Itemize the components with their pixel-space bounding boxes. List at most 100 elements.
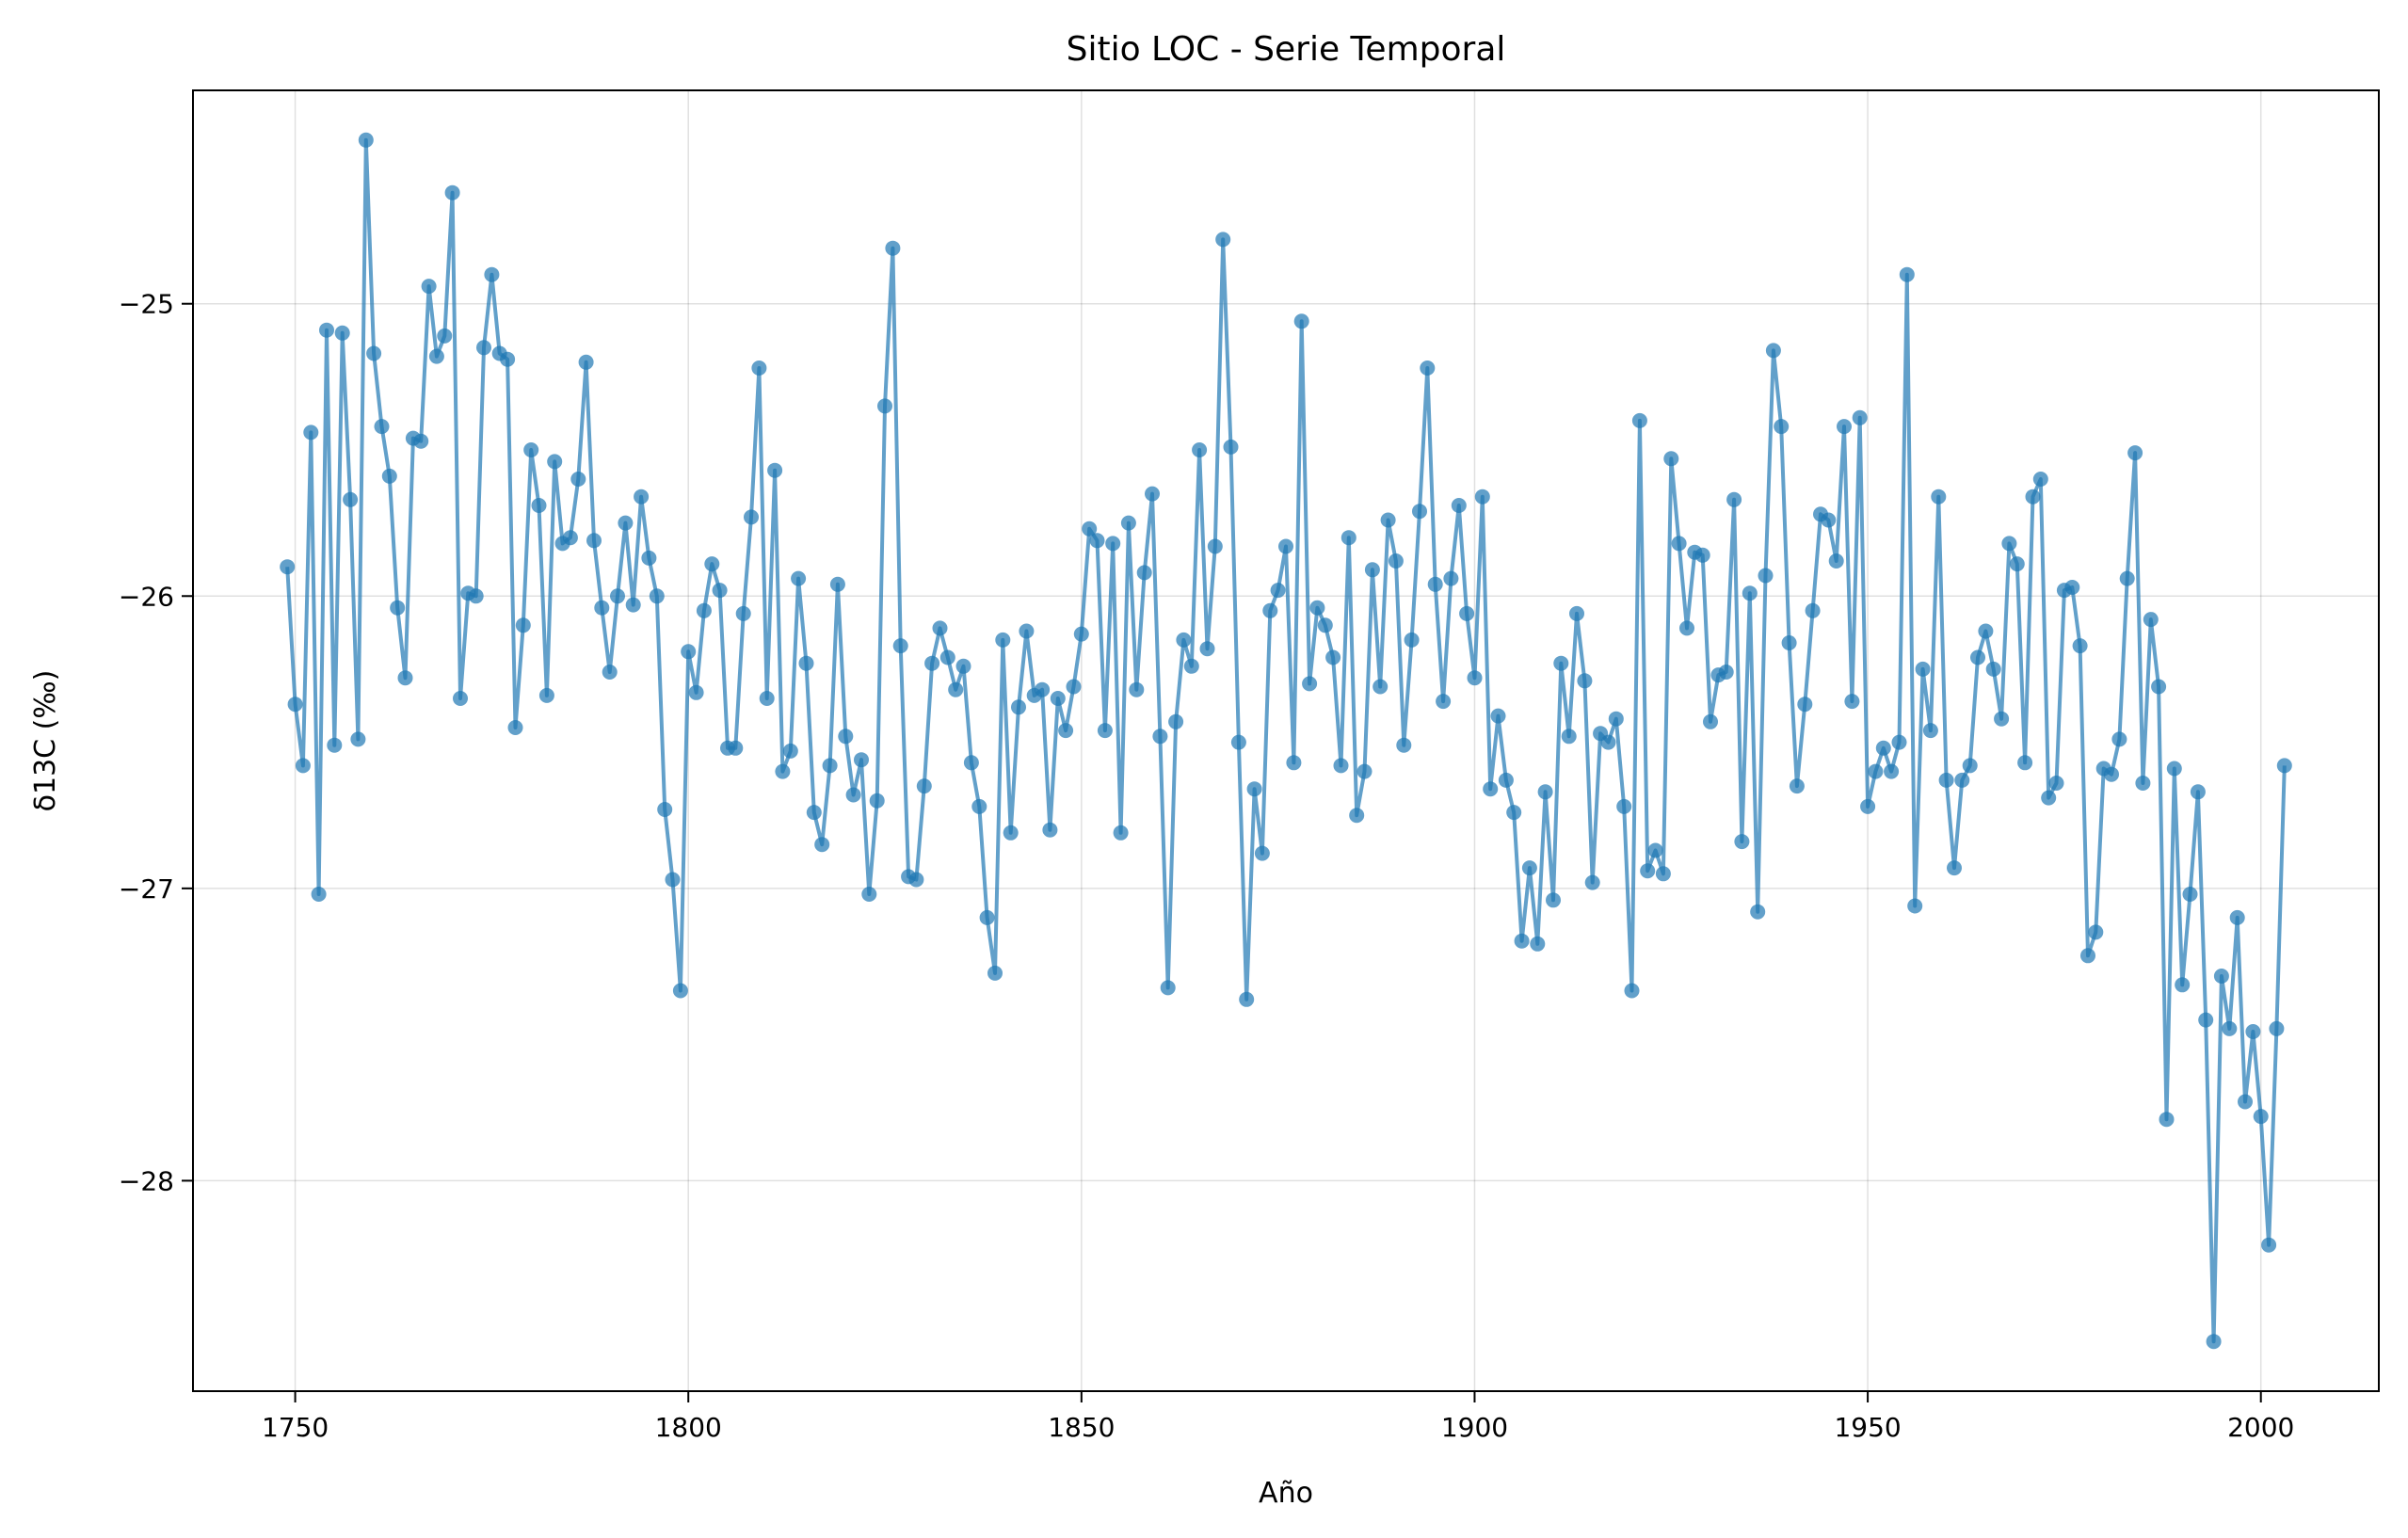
data-point [2175,977,2191,993]
data-point [1584,874,1600,890]
data-point [1199,641,1215,657]
data-point [1246,781,1262,797]
data-point [1373,679,1389,695]
data-point [1875,740,1891,756]
data-point [303,425,319,441]
data-point [2269,1020,2285,1036]
data-point [1694,547,1710,563]
data-point [948,681,964,697]
data-point [1254,845,1270,861]
data-point [594,600,610,616]
data-point [939,649,955,665]
y-tick-label: −25 [119,289,174,320]
data-point [1412,504,1427,520]
data-point [1443,570,1459,586]
x-tick-label: 1800 [655,1412,722,1443]
data-point [1514,933,1530,949]
data-point [374,419,390,435]
data-point [775,763,791,779]
data-point [1317,617,1333,633]
data-point [1003,825,1019,841]
data-point [1035,681,1051,697]
data-point [1734,834,1750,850]
data-point [908,872,924,888]
data-point [586,533,602,549]
data-point [1758,568,1774,584]
data-point [712,583,728,599]
data-point [1420,360,1436,376]
data-point [2048,776,2064,791]
data-point [2127,445,2143,461]
chart-title: Sitio LOC - Serie Temporal [1067,30,1506,69]
data-point [311,887,327,902]
data-point [688,684,704,700]
data-point [1994,711,2010,727]
data-point [437,328,453,344]
data-point [1404,632,1420,648]
data-point [2080,948,2095,964]
data-point [2229,909,2245,925]
data-point [1954,772,1970,788]
data-point [1073,626,1089,642]
data-point [924,655,940,671]
data-point [381,468,397,484]
data-point [1631,412,1647,428]
data-point [1270,583,1286,599]
data-point [1089,533,1105,549]
plot-frame [192,89,2380,1392]
data-point [1852,409,1868,425]
data-point [547,454,563,470]
data-point [2159,1112,2175,1128]
data-point [476,340,491,356]
data-point [877,398,892,414]
data-point [1521,860,1537,876]
data-point [1868,763,1884,779]
x-axis-title: Año [1259,1477,1313,1510]
data-point [854,752,869,768]
data-point [1436,694,1452,710]
y-tick-label: −26 [119,581,174,612]
data-point [2017,755,2033,771]
data-point [397,670,413,686]
data-point [618,515,634,531]
data-point [2088,924,2104,940]
data-point [625,597,641,613]
data-point [515,617,531,633]
data-point [672,983,688,999]
data-point [2151,679,2167,695]
data-point [1066,679,1082,695]
data-point [319,322,334,338]
data-point [696,602,712,618]
data-point [2182,887,2198,902]
data-point [1821,512,1837,528]
data-point [1097,723,1113,739]
data-point [782,743,798,759]
data-point [1805,602,1821,618]
x-tick-label: 1950 [1834,1412,1901,1443]
data-point [1907,898,1923,914]
data-point [1286,755,1302,771]
data-point [885,240,901,256]
data-point [2009,556,2025,572]
data-point [916,778,932,794]
data-point [1293,313,1309,329]
data-point [287,697,303,713]
data-point [1082,521,1098,537]
data-point [578,354,594,370]
data-point [1718,665,1734,680]
data-point [767,462,783,478]
data-point [1302,676,1318,692]
data-point [1058,723,1074,739]
data-point [358,132,374,148]
data-point [1042,822,1058,838]
data-point [1774,419,1790,435]
data-point [1837,419,1852,435]
data-point [791,570,807,586]
data-point [1467,670,1483,686]
y-axis-title: δ13C (‰) [29,670,62,812]
x-tick-label: 2000 [2227,1412,2294,1443]
data-point [806,805,822,821]
data-point [1537,784,1553,800]
data-point [2025,489,2041,505]
